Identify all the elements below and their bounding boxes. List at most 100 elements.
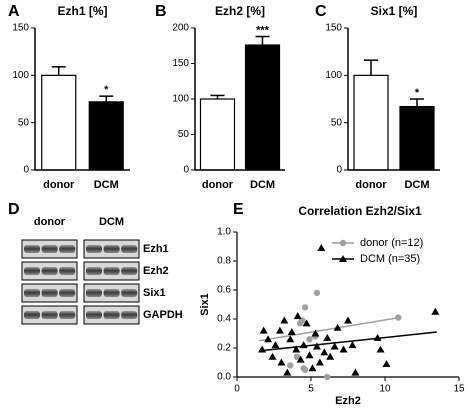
scatter-point bbox=[275, 326, 284, 334]
blot-row-label: Ezh2 bbox=[143, 265, 169, 277]
x-tick-label: donor bbox=[202, 179, 234, 191]
scatter-point bbox=[326, 352, 335, 360]
y-tick-label: 0.2 bbox=[217, 343, 231, 354]
blot-band bbox=[59, 245, 76, 253]
scatter-point bbox=[287, 362, 294, 369]
scatter-point bbox=[301, 304, 309, 311]
x-tick-label: DCM bbox=[250, 179, 275, 191]
scatter-point bbox=[271, 341, 280, 349]
bar bbox=[244, 44, 281, 171]
y-tick-label: 0 bbox=[183, 165, 189, 176]
panel-letter: B bbox=[155, 3, 167, 20]
scatter-point bbox=[315, 358, 324, 366]
blot-band bbox=[59, 267, 76, 275]
scatter-point bbox=[317, 243, 326, 251]
scatter-point bbox=[301, 366, 309, 373]
scatter-point bbox=[333, 323, 342, 331]
y-tick-label: 0.8 bbox=[217, 256, 231, 267]
scatter-point bbox=[382, 359, 391, 367]
scatter-point bbox=[330, 342, 339, 350]
x-tick-label: donor bbox=[355, 179, 387, 191]
scatter-point bbox=[286, 335, 295, 343]
y-tick-label: 100 bbox=[325, 70, 342, 81]
scatter-point bbox=[296, 355, 305, 363]
panel-letter: A bbox=[8, 3, 20, 20]
scatter-point bbox=[308, 364, 317, 372]
x-tick-label: donor bbox=[43, 179, 75, 191]
scatter-point bbox=[292, 345, 301, 353]
panel-letter: D bbox=[8, 201, 20, 218]
blot-band bbox=[121, 267, 138, 275]
scatter-point bbox=[313, 289, 321, 297]
significance: *** bbox=[256, 24, 270, 36]
scatter-point bbox=[305, 351, 314, 359]
legend-marker bbox=[339, 239, 347, 247]
bar bbox=[353, 74, 389, 171]
bar bbox=[199, 98, 236, 171]
blot-band bbox=[41, 245, 58, 253]
blot-row-label: GAPDH bbox=[143, 309, 183, 321]
y-tick-label: 50 bbox=[331, 117, 343, 128]
y-tick-label: 50 bbox=[18, 117, 30, 128]
chart-title: Correlation Ezh2/Six1 bbox=[298, 204, 422, 218]
legend-label: DCM (n=35) bbox=[360, 253, 420, 265]
bar bbox=[88, 101, 124, 171]
blot-band bbox=[24, 311, 40, 319]
blot-band bbox=[24, 267, 40, 275]
y-tick-label: 100 bbox=[12, 70, 29, 81]
y-tick-label: 100 bbox=[172, 94, 189, 105]
scatter-point bbox=[431, 307, 440, 315]
scatter-point bbox=[268, 352, 277, 360]
bar bbox=[41, 74, 77, 171]
scatter-point bbox=[339, 345, 348, 353]
y-tick-label: 200 bbox=[172, 23, 189, 34]
blot-band bbox=[121, 289, 138, 297]
x-axis-label: Ezh2 bbox=[335, 395, 361, 407]
chart-title: Six1 [%] bbox=[371, 4, 418, 18]
y-tick-label: 150 bbox=[172, 58, 189, 69]
trend-line bbox=[259, 316, 400, 342]
blot-band bbox=[59, 311, 76, 319]
x-tick-label: DCM bbox=[94, 179, 119, 191]
y-tick-label: 50 bbox=[178, 129, 190, 140]
scatter-point bbox=[293, 312, 302, 320]
blot-band bbox=[86, 245, 102, 253]
blot-band bbox=[103, 267, 120, 275]
scatter-point bbox=[376, 345, 385, 353]
x-tick-label: 15 bbox=[453, 384, 465, 395]
chart-title: Ezh2 [%] bbox=[215, 4, 265, 18]
significance: * bbox=[104, 84, 109, 96]
blot-band bbox=[41, 311, 58, 319]
blot-band bbox=[24, 289, 40, 297]
y-tick-label: 150 bbox=[325, 23, 342, 34]
blot-band bbox=[59, 289, 76, 297]
scatter-point bbox=[277, 358, 286, 366]
blot-band bbox=[86, 267, 102, 275]
scatter-point bbox=[264, 335, 273, 343]
y-tick-label: 0 bbox=[23, 165, 29, 176]
panel-letter: C bbox=[315, 3, 327, 20]
y-tick-label: 0.0 bbox=[217, 372, 231, 383]
blot-band bbox=[86, 289, 102, 297]
scatter-point bbox=[306, 336, 313, 343]
x-tick-label: DCM bbox=[404, 179, 429, 191]
blot-band bbox=[121, 245, 138, 253]
scatter-point bbox=[287, 328, 296, 336]
y-tick-label: 0.6 bbox=[217, 285, 231, 296]
panel-letter: E bbox=[233, 201, 244, 218]
scatter-point bbox=[344, 316, 352, 324]
y-tick-label: 150 bbox=[12, 23, 29, 34]
blot-band bbox=[41, 289, 58, 297]
scatter-point bbox=[311, 329, 320, 337]
blot-band bbox=[24, 245, 40, 253]
blot-band bbox=[103, 245, 120, 253]
scatter-point bbox=[312, 342, 321, 350]
blot-band bbox=[121, 311, 138, 319]
blot-row-label: Ezh1 bbox=[143, 243, 169, 255]
scatter-point bbox=[259, 326, 268, 334]
x-tick-label: 0 bbox=[234, 384, 240, 395]
trend-line bbox=[259, 331, 437, 352]
chart-title: Ezh1 [%] bbox=[57, 4, 107, 18]
bar bbox=[399, 105, 435, 171]
